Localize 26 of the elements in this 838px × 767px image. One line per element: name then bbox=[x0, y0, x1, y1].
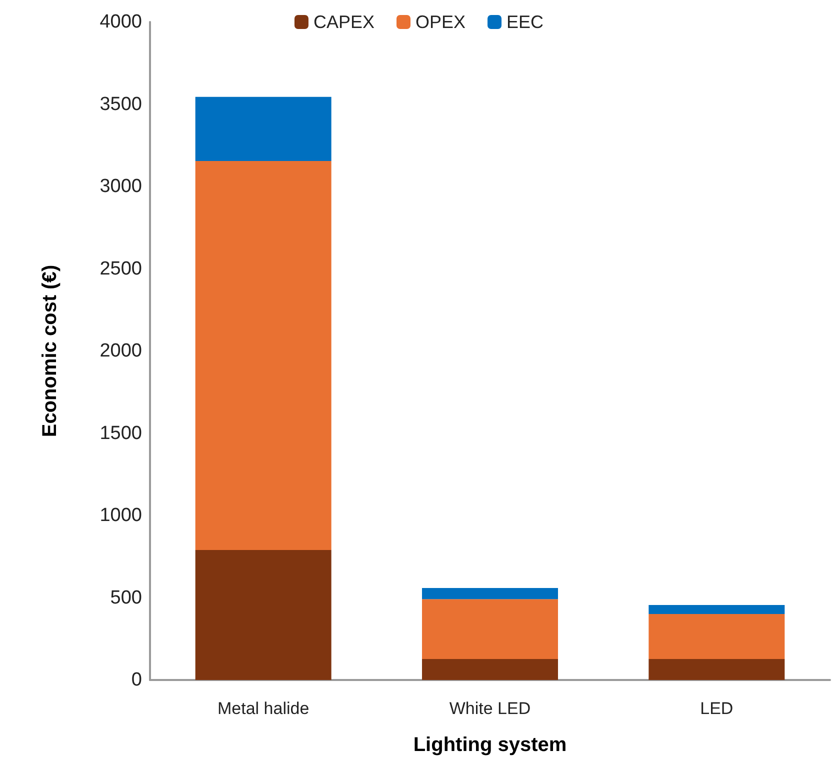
y-tick-label: 3000 bbox=[100, 176, 142, 197]
bar bbox=[195, 161, 332, 550]
y-tick-label: 500 bbox=[110, 587, 142, 608]
y-tick-label: 0 bbox=[131, 670, 142, 690]
y-tick-label: 1500 bbox=[100, 422, 142, 444]
y-tick-label: 2500 bbox=[100, 258, 142, 280]
bar bbox=[195, 96, 332, 162]
bar bbox=[648, 614, 785, 659]
bar bbox=[422, 599, 558, 659]
x-tick-label: White LED bbox=[449, 699, 531, 718]
legend-label: EEC bbox=[506, 12, 544, 32]
bar bbox=[648, 658, 785, 680]
y-tick-label: 4000 bbox=[100, 12, 142, 32]
legend-label: OPEX bbox=[415, 12, 466, 32]
y-axis-title: Economic cost (€) bbox=[39, 264, 61, 438]
x-tick-label: LED bbox=[700, 699, 734, 718]
legend-label: CAPEX bbox=[313, 12, 375, 32]
bar bbox=[648, 604, 785, 614]
bar bbox=[422, 588, 558, 600]
x-axis-title: Lighting system bbox=[413, 734, 567, 756]
y-tick-label: 1000 bbox=[100, 505, 142, 526]
bar bbox=[195, 550, 332, 680]
x-tick-label: Metal halide bbox=[217, 699, 310, 718]
y-tick-label: 2000 bbox=[100, 340, 142, 362]
bar bbox=[422, 658, 558, 680]
y-tick-label: 3500 bbox=[100, 94, 142, 115]
